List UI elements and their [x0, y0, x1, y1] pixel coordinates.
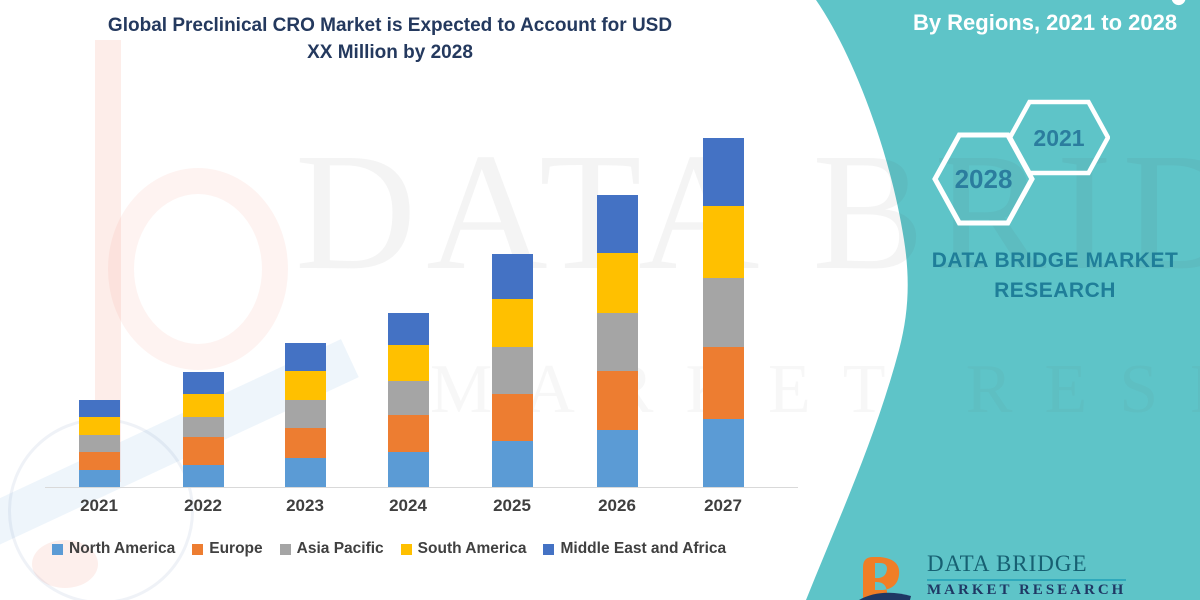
- hexagon-2021-label: 2021: [1033, 125, 1084, 151]
- stacked-bar-2027: [702, 138, 744, 487]
- bar-segment-middle-east-and-africa: [491, 254, 533, 299]
- hexagon-badges: 2028 2021: [932, 99, 1110, 226]
- brand-line1: DATA BRIDGE MARKET: [931, 249, 1179, 272]
- footer-logo-text: DATA BRIDGE MARKET RESEARCH: [927, 551, 1127, 599]
- footer-logo-name: DATA BRIDGE: [927, 551, 1127, 581]
- stacked-bar-2024: [387, 313, 429, 487]
- brand-line2: RESEARCH: [994, 279, 1116, 302]
- bar-segment-asia-pacific: [702, 278, 744, 347]
- legend-item-asia-pacific: Asia Pacific: [279, 540, 384, 558]
- bar-segment-north-america: [387, 452, 429, 487]
- bar-chart-plot-area: [0, 128, 810, 488]
- legend-item-north-america: North America: [52, 540, 175, 558]
- bar-segment-middle-east-and-africa: [284, 343, 326, 371]
- bar-segment-europe: [702, 347, 744, 419]
- legend-item-europe: Europe: [192, 540, 263, 558]
- legend-swatch-icon: [543, 543, 555, 555]
- bar-segment-asia-pacific: [284, 400, 326, 428]
- watermark-blob: [32, 540, 98, 588]
- legend-label: North America: [69, 540, 176, 557]
- bar-segment-north-america: [284, 458, 326, 487]
- bar-segment-south-america: [284, 371, 326, 400]
- x-axis-label-2024: 2024: [389, 496, 427, 515]
- x-axis-label-2026: 2026: [598, 496, 636, 515]
- bar-segment-south-america: [182, 394, 224, 417]
- bar-segment-europe: [491, 394, 533, 441]
- bar-segment-north-america: [78, 470, 120, 487]
- bar-segment-asia-pacific: [387, 381, 429, 415]
- brand-wordmark: DATA BRIDGE MARKET RESEARCH: [895, 246, 1200, 306]
- bar-segment-middle-east-and-africa: [596, 195, 638, 253]
- legend-label: Middle East and Africa: [560, 540, 727, 557]
- legend-label: Asia Pacific: [296, 540, 384, 557]
- legend-label: South America: [417, 540, 527, 557]
- x-axis-label-2021: 2021: [80, 496, 118, 515]
- bar-segment-south-america: [702, 206, 744, 278]
- bar-segment-north-america: [702, 419, 744, 487]
- bar-segment-north-america: [596, 430, 638, 487]
- chart-title-line2: XX Million by 2028: [307, 42, 473, 63]
- bar-segment-south-america: [596, 253, 638, 313]
- x-axis-label-2023: 2023: [286, 496, 324, 515]
- x-axis-label-2025: 2025: [493, 496, 531, 515]
- legend-swatch-icon: [192, 543, 204, 555]
- bar-segment-europe: [596, 371, 638, 430]
- bar-segment-south-america: [387, 345, 429, 381]
- bar-segment-europe: [182, 437, 224, 465]
- legend-swatch-icon: [52, 543, 63, 555]
- stacked-bar-2022: [182, 372, 224, 487]
- footer-logo-b-icon: [859, 557, 911, 600]
- stacked-bar-2023: [284, 343, 326, 487]
- stacked-bar-2021: [78, 400, 120, 487]
- bar-segment-europe: [78, 452, 120, 470]
- legend-swatch-icon: [279, 543, 291, 555]
- chart-legend: North America Europe Asia Pacific South Ame…: [52, 540, 792, 558]
- bar-segment-middle-east-and-africa: [387, 313, 429, 345]
- bar-segment-middle-east-and-africa: [702, 138, 744, 206]
- footer-logo-subline: MARKET RESEARCH: [927, 582, 1127, 598]
- banner-subtitle: By Regions, 2021 to 2028: [912, 10, 1178, 35]
- bar-segment-south-america: [491, 299, 533, 347]
- bar-segment-south-america: [78, 417, 120, 435]
- x-axis-labels: 2021 2022 2023 2024 2025 2026 2027: [0, 496, 810, 520]
- bar-segment-asia-pacific: [182, 417, 224, 437]
- x-axis-line: [45, 487, 798, 488]
- legend-label: Europe: [209, 540, 263, 557]
- legend-item-middle-east-and-africa: Middle East and Africa: [543, 540, 726, 558]
- bar-segment-middle-east-and-africa: [182, 372, 224, 394]
- bar-segment-asia-pacific: [78, 435, 120, 452]
- bar-segment-north-america: [491, 441, 533, 487]
- stacked-bar-2026: [596, 195, 638, 487]
- bar-segment-asia-pacific: [491, 347, 533, 394]
- chart-title: Global Preclinical CRO Market is Expecte…: [40, 12, 740, 66]
- bar-segment-middle-east-and-africa: [78, 400, 120, 417]
- legend-swatch-icon: [400, 543, 412, 555]
- chart-title-line1: Global Preclinical CRO Market is Expecte…: [107, 15, 673, 36]
- hexagon-2028-label: 2028: [955, 164, 1013, 194]
- stacked-bar-2025: [491, 254, 533, 487]
- bar-segment-north-america: [182, 465, 224, 487]
- x-axis-label-2027: 2027: [704, 496, 742, 515]
- cropped-text-remnant: [1170, 0, 1186, 7]
- legend-item-south-america: South America: [400, 540, 527, 558]
- bar-segment-europe: [284, 428, 326, 458]
- x-axis-label-2022: 2022: [184, 496, 222, 515]
- bar-segment-asia-pacific: [596, 313, 638, 371]
- footer-logo: DATA BRIDGE MARKET RESEARCH: [853, 551, 1198, 600]
- bar-segment-europe: [387, 415, 429, 452]
